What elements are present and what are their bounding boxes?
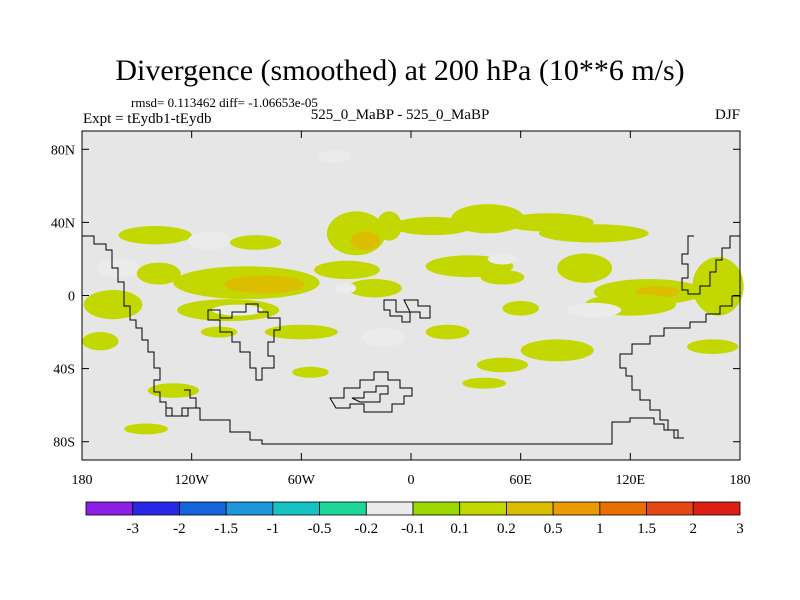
contour-region: [480, 269, 525, 285]
coastlines: [82, 235, 740, 445]
colorbar-label: -1: [267, 521, 280, 537]
colorbar-swatch: [646, 501, 694, 516]
colorbar-label: -3: [126, 521, 139, 537]
contour-region: [314, 260, 380, 280]
colorbar-swatch: [459, 501, 507, 516]
contour-region: [476, 357, 528, 373]
y-tick-label: 80S: [53, 436, 75, 451]
contour-region: [538, 224, 649, 243]
contour-region: [118, 226, 192, 245]
contour-region: [557, 253, 613, 283]
contour-region: [211, 304, 263, 316]
colorbar-swatch: [692, 501, 741, 516]
contour-region: [425, 324, 470, 340]
y-tick-label: 80N: [51, 143, 75, 158]
x-tick-label: 120W: [175, 473, 210, 488]
contour-region: [326, 211, 386, 256]
contour-region: [462, 377, 507, 389]
x-tick-label: 0: [408, 473, 415, 488]
x-tick-label: 120E: [616, 473, 646, 488]
colorbar-label: 1.5: [637, 521, 656, 537]
contour-regions: [82, 150, 744, 435]
contour-region: [188, 231, 232, 250]
expt-label: Expt = tEydb1-tEydb: [83, 111, 212, 127]
x-tick-label: 180: [72, 473, 93, 488]
contour-region: [334, 282, 357, 294]
contour-region: [451, 204, 525, 234]
contour-region: [347, 279, 402, 298]
contour-region: [566, 302, 622, 318]
colorbar-label: -0.1: [401, 521, 425, 537]
axis-ticks: 180 120W 60W 0 60E 120E 180 80N 40N 0 40S 80S: [51, 131, 751, 488]
colorbar-label: -0.2: [354, 521, 378, 537]
y-tick-label: 0: [68, 290, 75, 305]
coastline-eastern-continent: [619, 295, 740, 439]
coastline-antarctic-shelf: [160, 401, 684, 445]
colorbar-label: -1.5: [214, 521, 238, 537]
colorbar-label: 0.1: [450, 521, 469, 537]
coastline-ring-inner: [351, 385, 389, 403]
coastline-small-island-north: [383, 299, 411, 323]
colorbar-label: 1: [596, 521, 604, 537]
contour-region: [520, 339, 594, 362]
colorbar-swatch: [552, 501, 601, 516]
contour-region: [487, 253, 518, 265]
colorbar-swatch: [132, 501, 180, 516]
contour-region: [502, 300, 539, 316]
contour-region: [224, 275, 305, 294]
contour-region: [692, 257, 744, 316]
contour-region: [361, 328, 406, 347]
contour-region: [82, 332, 119, 351]
colorbar-swatch: [179, 501, 227, 516]
stats-text: rmsd= 0.113462 diff= -1.06653e-05: [131, 95, 318, 110]
colorbar-swatch: [365, 501, 414, 516]
x-tick-label: 60E: [509, 473, 532, 488]
contour-region: [317, 150, 351, 163]
colorbar-swatch: [506, 501, 554, 516]
contour-region: [686, 339, 739, 354]
colorbar-swatch: [319, 501, 367, 516]
contour-region: [147, 383, 199, 398]
colorbar-swatch: [272, 501, 320, 516]
colorbar-swatch: [85, 501, 134, 516]
colorbar-label: -2: [173, 521, 186, 537]
coastline-small-island-center: [403, 299, 431, 319]
colorbar-swatch: [599, 501, 647, 516]
season-label: DJF: [714, 107, 740, 123]
colorbar-swatch: [412, 501, 461, 516]
colorbar-label: -0.5: [308, 521, 332, 537]
x-tick-label: 60W: [288, 473, 316, 488]
contour-region: [96, 258, 141, 278]
contour-region: [200, 326, 238, 338]
colorbar-label: 0.5: [544, 521, 563, 537]
colorbar-label: 3: [736, 521, 744, 537]
contour-region: [83, 290, 143, 320]
case-label: 525_0_MaBP - 525_0_MaBP: [310, 107, 490, 123]
contour-region: [230, 235, 282, 250]
y-tick-label: 40N: [51, 216, 75, 231]
coastline-ring-south: [329, 371, 413, 413]
colorbar-label: 2: [690, 521, 698, 537]
chart-title: Divergence (smoothed) at 200 hPa (10**6 …: [115, 54, 685, 87]
contour-region: [350, 231, 380, 250]
coastline-east-peninsula: [681, 235, 740, 295]
x-tick-label: 180: [730, 473, 751, 488]
contour-region: [124, 423, 168, 435]
contour-region: [264, 324, 338, 340]
contour-region: [136, 262, 181, 285]
colorbar-label: 0.2: [497, 521, 516, 537]
colorbar-swatch: [225, 501, 274, 516]
coastline-africa-west: [207, 303, 281, 381]
colorbar: -3 -2 -1.5 -1 -0.5 -0.2 -0.1 0.1 0.2 0.5 1 1.5 2 3: [85, 501, 744, 537]
contour-region: [292, 366, 329, 378]
contour-region: [376, 211, 402, 241]
y-tick-label: 40S: [53, 363, 75, 378]
